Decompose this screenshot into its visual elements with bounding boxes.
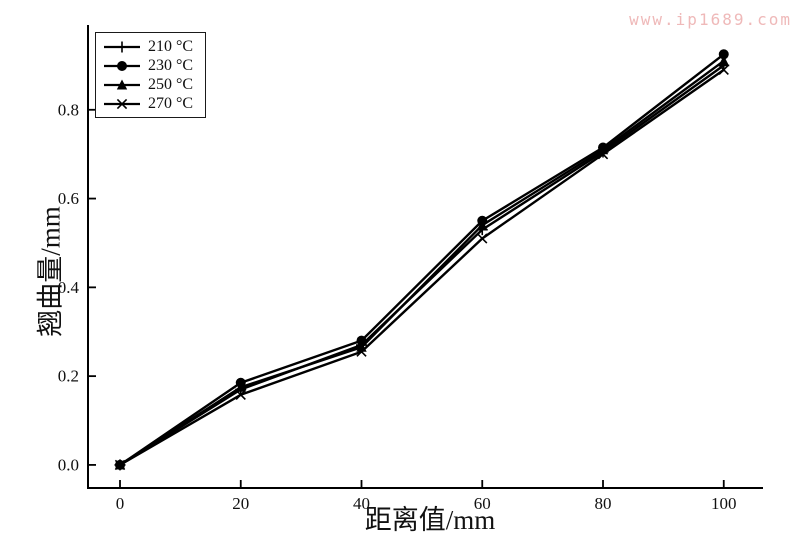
x-marker-icon bbox=[477, 233, 488, 244]
series-line bbox=[119, 59, 725, 466]
legend-label: 230 °C bbox=[148, 56, 194, 74]
y-tick-label: 0.2 bbox=[58, 367, 79, 386]
x-tick-label: 80 bbox=[595, 494, 612, 513]
plus-marker-icon bbox=[116, 41, 128, 52]
y-tick-label: 0.8 bbox=[58, 100, 79, 119]
watermark: www.ip1689.com bbox=[629, 10, 792, 29]
circle-marker-icon bbox=[718, 49, 729, 60]
legend-item: 270 °C bbox=[103, 94, 193, 113]
x-marker-icon bbox=[597, 149, 609, 160]
x-tick-label: 100 bbox=[711, 494, 737, 513]
x-marker-icon bbox=[104, 98, 140, 109]
legend: 210 °C 230 °C 250 °C 270 °C bbox=[95, 32, 207, 118]
x-tick-label: 20 bbox=[232, 494, 249, 513]
x-marker-icon bbox=[116, 98, 128, 109]
y-tick-label: 0.4 bbox=[58, 278, 80, 297]
x-marker-icon bbox=[718, 64, 729, 76]
triangle-marker-icon bbox=[116, 79, 128, 89]
legend-item: 250 °C bbox=[103, 75, 193, 94]
y-tick-label: 0.6 bbox=[58, 189, 79, 208]
x-tick-label: 0 bbox=[116, 494, 125, 513]
legend-label: 210 °C bbox=[148, 37, 194, 55]
triangle-marker-icon bbox=[718, 55, 729, 66]
y-axis-label: 翘曲量/mm bbox=[35, 206, 66, 337]
series-line bbox=[119, 68, 725, 466]
plus-marker-icon bbox=[104, 41, 140, 52]
legend-item: 230 °C bbox=[103, 56, 193, 75]
x-marker-icon bbox=[235, 389, 246, 400]
triangle-marker-icon bbox=[477, 219, 488, 230]
series-line bbox=[119, 53, 725, 466]
circle-marker-icon bbox=[104, 60, 140, 71]
legend-label: 270 °C bbox=[148, 94, 194, 112]
x-tick-label: 40 bbox=[353, 494, 370, 513]
triangle-marker-icon bbox=[104, 79, 140, 89]
x-tick-label: 60 bbox=[474, 494, 491, 513]
legend-item: 210 °C bbox=[103, 37, 193, 56]
y-tick-label: 0.0 bbox=[58, 455, 79, 474]
x-axis-label: 距离值/mm bbox=[364, 505, 496, 535]
x-marker-icon bbox=[114, 459, 126, 471]
legend-label: 250 °C bbox=[148, 75, 194, 93]
x-marker-icon bbox=[356, 346, 367, 357]
axes-spines bbox=[87, 25, 763, 489]
circle-marker-icon bbox=[117, 60, 127, 71]
triangle-marker-icon bbox=[235, 381, 246, 392]
